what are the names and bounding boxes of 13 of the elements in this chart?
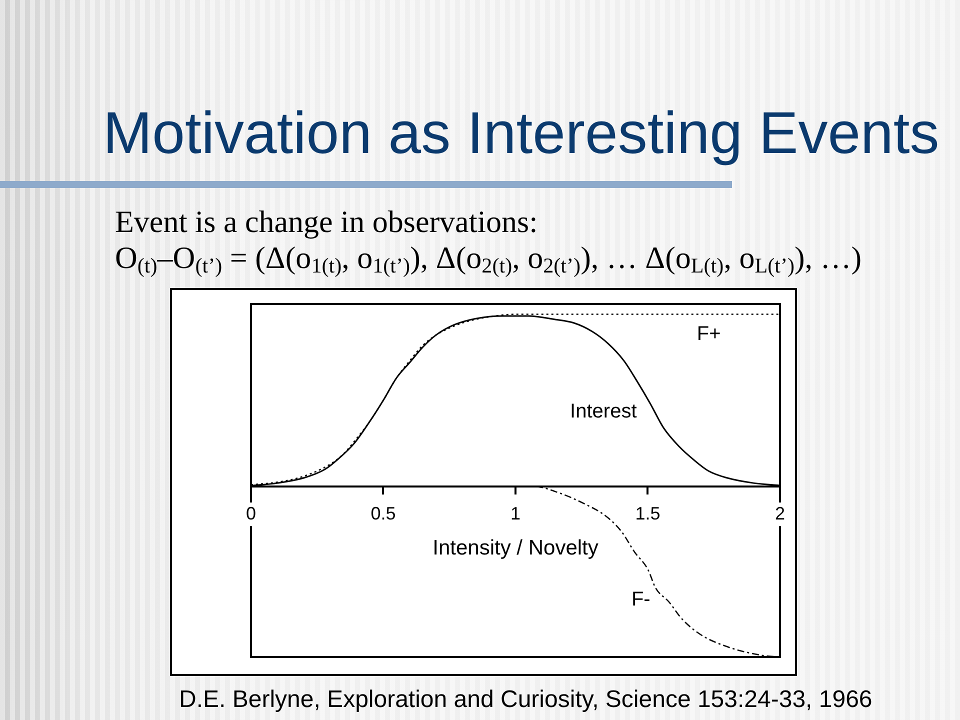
series-label: F+	[696, 322, 721, 345]
series-label: Interest	[570, 400, 638, 422]
x-tick-label: 2	[774, 503, 785, 524]
text: O$_{(t)}$–O$_{(t’)}$ = (Δ(o$_{1(t)}$, o$_{1(t’)}$), Δ(o$_{2(t)}$, o$_{2(t’)}$), … Δ(o$_{L(t)}$, o$_{L(t’)}$), …)	[115, 240, 862, 278]
chart-title: Motivation as Interesting Events	[103, 100, 940, 166]
text: D.E. Berlyne, Exploration and Curiosity, Science 153:24-33, 1966	[179, 686, 872, 713]
chart-subtitle: Event is a change in observations:	[115, 204, 538, 239]
x-tick-label: 1.5	[635, 503, 660, 524]
x-axis-title: Intensity / Novelty	[432, 536, 599, 560]
x-tick-label: 1	[510, 503, 521, 524]
x-tick-label: 0.5	[370, 503, 396, 524]
x-tick-label: 0	[246, 503, 256, 524]
series-label: F-	[631, 588, 650, 610]
